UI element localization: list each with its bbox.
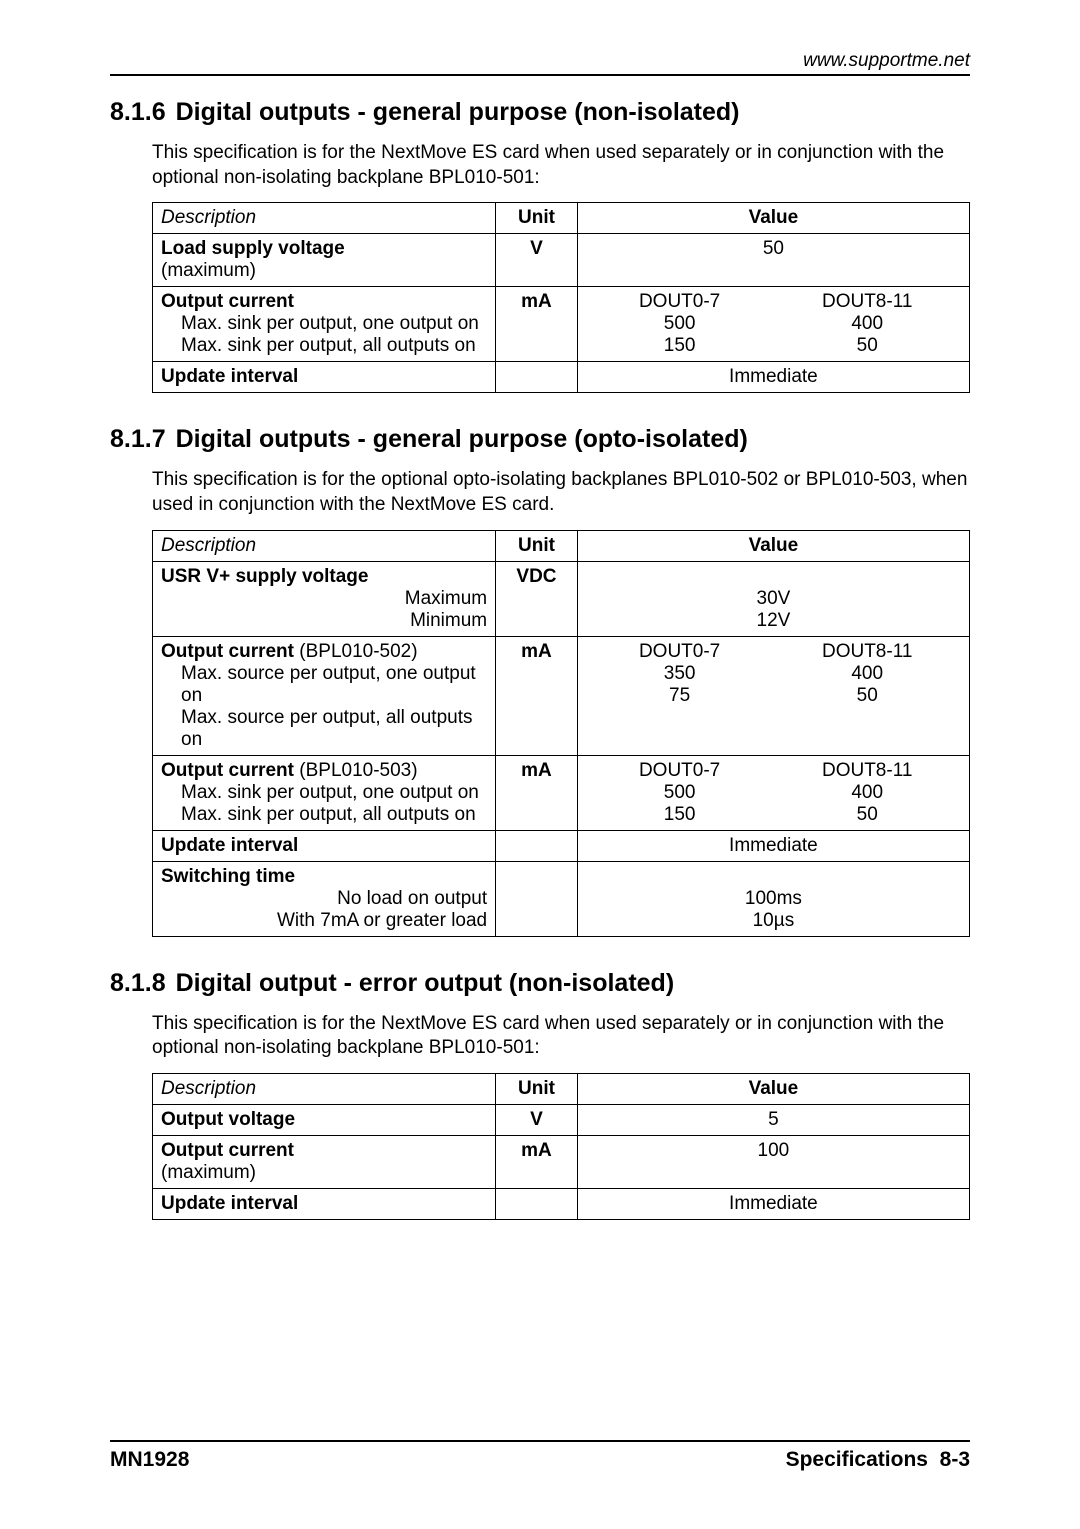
table-row: Update interval Immediate [153,362,970,393]
table-row: USR V+ supply voltageMaximumMinimumVDC 3… [153,561,970,636]
value-cell: 5 [577,1105,969,1136]
section-intro: This specification is for the NextMove E… [152,1012,970,1061]
unit-cell [496,362,578,393]
value-cell: DOUT0-7500150DOUT8-1140050 [577,755,969,830]
value-cell: 100 [577,1136,969,1189]
col-header-description: Description [153,1074,496,1105]
desc-cell: Update interval [153,1189,496,1220]
desc-cell: Switching timeNo load on outputWith 7mA … [153,861,496,936]
spec-table: DescriptionUnitValueOutput voltageV5Outp… [152,1073,970,1220]
unit-cell [496,830,578,861]
col-header-unit: Unit [496,1074,578,1105]
value-cell: Immediate [577,830,969,861]
footer-right: Specifications 8-3 [786,1448,970,1472]
table-row: Output current (BPL010-503)Max. sink per… [153,755,970,830]
unit-cell: mA [496,755,578,830]
value-cell: Immediate [577,362,969,393]
col-header-description: Description [153,203,496,234]
table-row: Update interval Immediate [153,1189,970,1220]
unit-cell: mA [496,287,578,362]
unit-cell [496,1189,578,1220]
desc-cell: Output current (BPL010-503)Max. sink per… [153,755,496,830]
section-intro: This specification is for the optional o… [152,468,970,517]
unit-cell [496,861,578,936]
col-header-value: Value [577,203,969,234]
value-cell: Immediate [577,1189,969,1220]
table-row: Update interval Immediate [153,830,970,861]
section-heading: 8.1.7Digital outputs - general purpose (… [110,425,970,454]
value-cell: 100ms10µs [577,861,969,936]
value-cell: 50 [577,234,969,287]
desc-cell: Update interval [153,362,496,393]
table-row: Output voltageV5 [153,1105,970,1136]
desc-cell: Update interval [153,830,496,861]
table-row: Load supply voltage(maximum)V50 [153,234,970,287]
desc-cell: Load supply voltage(maximum) [153,234,496,287]
unit-cell: V [496,1105,578,1136]
desc-cell: USR V+ supply voltageMaximumMinimum [153,561,496,636]
section-heading: 8.1.6Digital outputs - general purpose (… [110,98,970,127]
col-header-value: Value [577,1074,969,1105]
table-row: Output currentMax. sink per output, one … [153,287,970,362]
header-url: www.supportme.net [110,50,970,76]
section-intro: This specification is for the NextMove E… [152,141,970,190]
value-cell: DOUT0-7500150DOUT8-1140050 [577,287,969,362]
value-cell: 30V12V [577,561,969,636]
desc-cell: Output currentMax. sink per output, one … [153,287,496,362]
col-header-unit: Unit [496,530,578,561]
col-header-value: Value [577,530,969,561]
unit-cell: mA [496,636,578,755]
spec-table: DescriptionUnitValueLoad supply voltage(… [152,202,970,393]
desc-cell: Output current(maximum) [153,1136,496,1189]
col-header-unit: Unit [496,203,578,234]
table-row: Output current (BPL010-502)Max. source p… [153,636,970,755]
value-cell: DOUT0-735075DOUT8-1140050 [577,636,969,755]
section-heading: 8.1.8Digital output - error output (non-… [110,969,970,998]
spec-table: DescriptionUnitValueUSR V+ supply voltag… [152,530,970,937]
page: www.supportme.net 8.1.6Digital outputs -… [0,0,1080,1522]
desc-cell: Output current (BPL010-502)Max. source p… [153,636,496,755]
footer-left: MN1928 [110,1448,189,1472]
col-header-description: Description [153,530,496,561]
table-row: Output current(maximum)mA100 [153,1136,970,1189]
unit-cell: VDC [496,561,578,636]
unit-cell: V [496,234,578,287]
page-footer: MN1928 Specifications 8-3 [110,1440,970,1472]
desc-cell: Output voltage [153,1105,496,1136]
table-row: Switching timeNo load on outputWith 7mA … [153,861,970,936]
unit-cell: mA [496,1136,578,1189]
